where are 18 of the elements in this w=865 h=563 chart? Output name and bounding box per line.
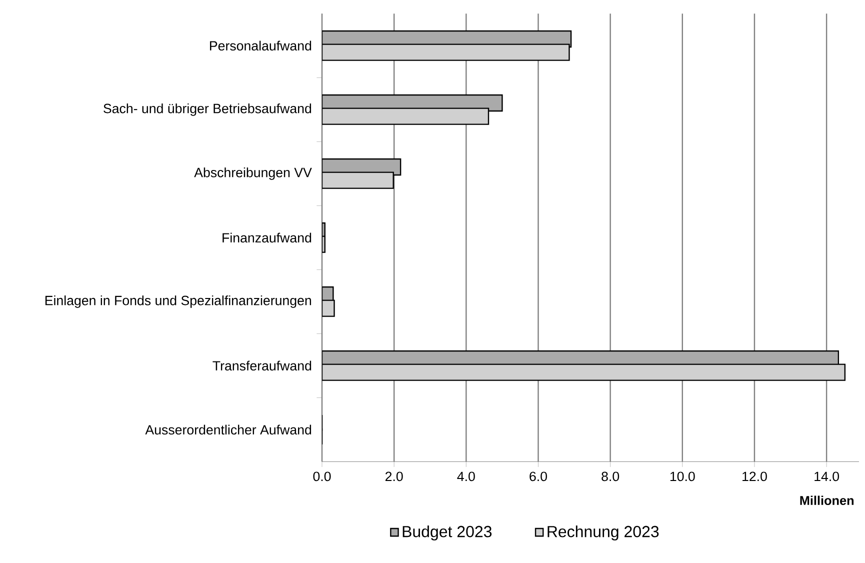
x-tick-label: 2.0 bbox=[385, 472, 403, 482]
x-tick-label: 6.0 bbox=[530, 472, 547, 482]
y-tick-label: Finanzaufwand bbox=[222, 232, 312, 243]
x-axis-title: Millionen bbox=[800, 496, 854, 506]
y-tick-label: Einlagen in Fonds und Spezialfinanzierungen bbox=[45, 295, 312, 308]
y-tick-label: Abschreibungen VV bbox=[194, 167, 312, 180]
x-tick-label: 14.0 bbox=[814, 472, 840, 482]
x-tick-label: 0.0 bbox=[313, 472, 331, 482]
x-tick-label: 10.0 bbox=[670, 472, 695, 482]
x-tick-label: 4.0 bbox=[457, 472, 475, 482]
x-tick-label: 8.0 bbox=[602, 472, 620, 482]
y-tick-label: Sach- und übriger Betriebsaufwand bbox=[104, 103, 312, 116]
y-tick-label: Ausserordentlicher Aufwand bbox=[145, 424, 312, 435]
legend-label: Rechnung 2023 bbox=[548, 526, 659, 540]
y-tick-label: Transferaufwand bbox=[212, 360, 312, 371]
y-tick-label: Personalaufwand bbox=[210, 40, 312, 51]
legend-label: Budget 2023 bbox=[402, 526, 492, 540]
x-tick-label: 12.0 bbox=[742, 472, 767, 482]
